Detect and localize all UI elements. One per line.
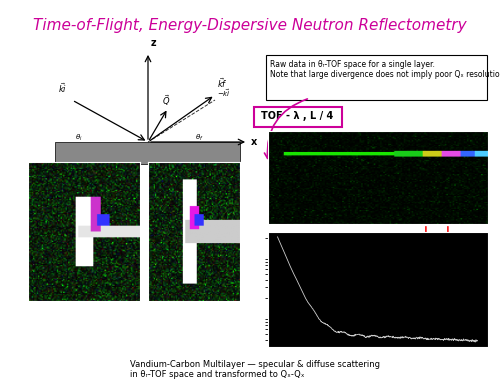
Text: $\theta_f$: $\theta_f$ xyxy=(195,133,203,143)
Text: $\vec{Q}$: $\vec{Q}$ xyxy=(162,93,170,108)
Text: z: z xyxy=(151,38,156,48)
Text: $\vec{kf}$: $\vec{kf}$ xyxy=(217,76,228,90)
Text: where: where xyxy=(108,178,134,187)
Text: in θᵣ-TOF space and transformed to Qₓ-Qₓ: in θᵣ-TOF space and transformed to Qₓ-Qₓ xyxy=(130,370,304,379)
FancyBboxPatch shape xyxy=(266,54,486,100)
Text: $Q_z=\frac{2\pi}{\lambda}(\sin\theta_f+\sin\theta_i)$: $Q_z=\frac{2\pi}{\lambda}(\sin\theta_f+\… xyxy=(148,178,228,194)
FancyBboxPatch shape xyxy=(254,107,342,127)
Text: Note that large divergence does not imply poor Qₓ resolution: Note that large divergence does not impl… xyxy=(270,70,500,79)
Text: Raw data in θᵣ-TOF space for a single layer.: Raw data in θᵣ-TOF space for a single la… xyxy=(270,60,435,69)
Bar xyxy=(55,142,240,164)
Text: TOF - λ , L / 4: TOF - λ , L / 4 xyxy=(261,111,333,121)
Text: $-\vec{ki}$: $-\vec{ki}$ xyxy=(217,88,231,99)
Text: $Q_x=\frac{2\pi}{\lambda}(\sin\theta_f-\sin\theta_i)$: $Q_x=\frac{2\pi}{\lambda}(\sin\theta_f-\… xyxy=(148,192,228,208)
Text: $\vec{ki}$: $\vec{ki}$ xyxy=(58,81,67,95)
Text: x: x xyxy=(251,137,257,147)
Text: Time-of-Flight, Energy-Dispersive Neutron Reflectometry: Time-of-Flight, Energy-Dispersive Neutro… xyxy=(33,18,467,33)
Text: $\theta_i$: $\theta_i$ xyxy=(75,133,82,143)
Text: Vandium-Carbon Multilayer — specular & diffuse scattering: Vandium-Carbon Multilayer — specular & d… xyxy=(130,360,380,369)
Text: $\vec{Q}=\vec{k_f}-\vec{k_i}$: $\vec{Q}=\vec{k_f}-\vec{k_i}$ xyxy=(28,178,71,193)
